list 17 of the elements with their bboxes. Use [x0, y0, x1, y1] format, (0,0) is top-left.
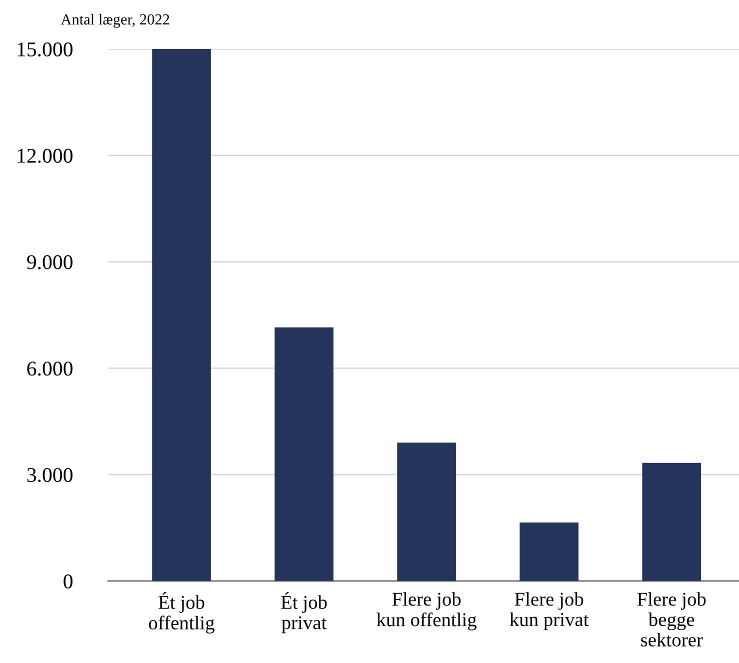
- y-tick-label: 9.000: [27, 255, 72, 270]
- y-tick-label: 6.000: [27, 362, 72, 376]
- bar: [152, 49, 211, 581]
- y-tick-label: 15.000: [18, 42, 72, 57]
- y-tick-label: 0: [64, 574, 72, 588]
- y-tick-label: 3.000: [27, 468, 72, 482]
- y-axis-title: Antal læger, 2022: [60, 14, 170, 28]
- bar: [642, 462, 702, 581]
- bar: [520, 522, 578, 581]
- bar: [274, 327, 334, 581]
- bar: [397, 442, 456, 581]
- x-tick-label: Ét job privat: [281, 592, 327, 634]
- x-tick-label: Ét job offentlig: [148, 592, 214, 634]
- x-tick-label: Flere job kun offentlig: [376, 592, 477, 630]
- x-tick-label: Flere job begge sektorer: [637, 592, 706, 647]
- x-tick-label: Flere job kun privat: [510, 592, 589, 630]
- y-tick-label: 12.000: [18, 148, 72, 163]
